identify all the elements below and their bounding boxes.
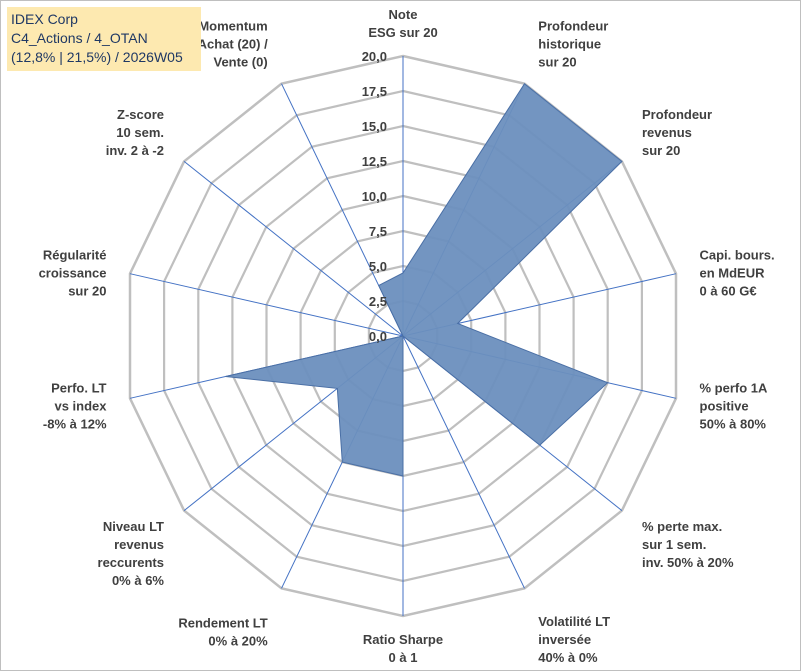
- axis-label-line: 0 à 60 G€: [700, 284, 757, 299]
- category-label: C4_Actions / 4_OTAN: [11, 30, 148, 46]
- axis-label-line: Momentum: [198, 19, 267, 34]
- axis-label-line: Perfo. LT: [51, 380, 106, 395]
- radar-tick-labels: 0,0 2,5 5,0 7,5 10,0 12,5 15,0 17,5 20,0: [362, 49, 387, 344]
- axis-label-line: Profondeur: [538, 19, 608, 34]
- tick-label: 2,5: [369, 294, 387, 309]
- axis-label-line: revenus: [114, 537, 164, 552]
- axis-label: % perte max. sur 1 sem. inv. 50% à 20%: [642, 519, 734, 570]
- axis-label-line: % perte max.: [642, 519, 722, 534]
- axis-label: Perfo. LT vs index -8% à 12%: [43, 380, 107, 431]
- axis-label-line: 0% à 6%: [112, 573, 164, 588]
- axis-label: Momentum Achat (20) / Vente (0): [198, 19, 268, 70]
- axis-label: Ratio Sharpe 0 à 1: [363, 632, 443, 665]
- tick-label: 7,5: [369, 224, 387, 239]
- axis-label-line: sur 1 sem.: [642, 537, 706, 552]
- axis-label-line: vs index: [54, 398, 107, 413]
- axis-label-line: Régularité: [43, 248, 107, 263]
- tick-label: 10,0: [362, 189, 387, 204]
- details-label: (12,8% | 21,5%) / 2026W05: [11, 49, 183, 65]
- axis-label-line: croissance: [39, 266, 107, 281]
- axis-label-line: 10 sem.: [116, 125, 164, 140]
- tick-label: 20,0: [362, 49, 387, 64]
- axis-label-line: en MdEUR: [700, 266, 766, 281]
- axis-label: Niveau LT revenus reccurents 0% à 6%: [98, 519, 165, 588]
- axis-label-line: Capi. bours.: [700, 248, 775, 263]
- tick-label: 5,0: [369, 259, 387, 274]
- axis-label: Rendement LT 0% à 20%: [178, 616, 268, 649]
- axis-label-line: Niveau LT: [103, 519, 164, 534]
- axis-label-line: sur 20: [538, 55, 576, 70]
- axis-spoke: [402, 335, 525, 589]
- tick-label: 0,0: [369, 329, 387, 344]
- axis-spoke: [129, 273, 404, 337]
- axis-label-line: 50% à 80%: [700, 416, 767, 431]
- axis-label-line: 40% à 0%: [538, 650, 598, 665]
- axis-label: Capi. bours. en MdEUR 0 à 60 G€: [700, 248, 775, 299]
- axis-label-line: sur 20: [68, 284, 106, 299]
- axis-label-line: revenus: [642, 125, 692, 140]
- tick-label: 17,5: [362, 84, 387, 99]
- radar-series: [225, 82, 623, 477]
- axis-label-line: Achat (20) /: [198, 37, 268, 52]
- axis-label-line: Vente (0): [214, 55, 268, 70]
- axis-label-line: historique: [538, 37, 601, 52]
- radar-axis-labels: Note ESG sur 20 Profondeur historique sur 20…: [39, 7, 775, 665]
- axis-label: Z-score 10 sem. inv. 2 à -2: [106, 107, 164, 158]
- axis-label-line: 0 à 1: [389, 650, 418, 665]
- axis-label-line: Rendement LT: [178, 616, 267, 631]
- axis-label: Note ESG sur 20: [368, 7, 437, 40]
- axis-label-line: ESG sur 20: [368, 25, 437, 40]
- axis-label: Régularité croissance sur 20: [39, 248, 107, 299]
- axis-label-line: inv. 50% à 20%: [642, 555, 734, 570]
- axis-label-line: Volatilité LT: [538, 614, 610, 629]
- axis-spoke: [183, 161, 404, 337]
- axis-label-line: reccurents: [98, 555, 164, 570]
- axis-label: Profondeur historique sur 20: [538, 19, 608, 70]
- axis-label-line: Ratio Sharpe: [363, 632, 443, 647]
- company-name: IDEX Corp: [11, 11, 78, 27]
- series-area: [225, 82, 623, 477]
- info-box: IDEX Corp C4_Actions / 4_OTAN (12,8% | 2…: [7, 7, 201, 71]
- tick-label: 15,0: [362, 119, 387, 134]
- axis-label-line: 0% à 20%: [208, 634, 268, 649]
- axis-label: Volatilité LT inversée 40% à 0%: [538, 614, 610, 665]
- axis-label-line: % perfo 1A: [700, 380, 769, 395]
- axis-label-line: Note: [389, 7, 418, 22]
- axis-label: % perfo 1A positive 50% à 80%: [700, 380, 769, 431]
- axis-label-line: Z-score: [117, 107, 164, 122]
- axis-label-line: inv. 2 à -2: [106, 143, 164, 158]
- axis-label-line: sur 20: [642, 143, 680, 158]
- axis-label-line: Profondeur: [642, 107, 712, 122]
- axis-label-line: positive: [700, 398, 749, 413]
- axis-label-line: inversée: [538, 632, 591, 647]
- axis-label-line: -8% à 12%: [43, 416, 107, 431]
- tick-label: 12,5: [362, 154, 387, 169]
- axis-label: Profondeur revenus sur 20: [642, 107, 712, 158]
